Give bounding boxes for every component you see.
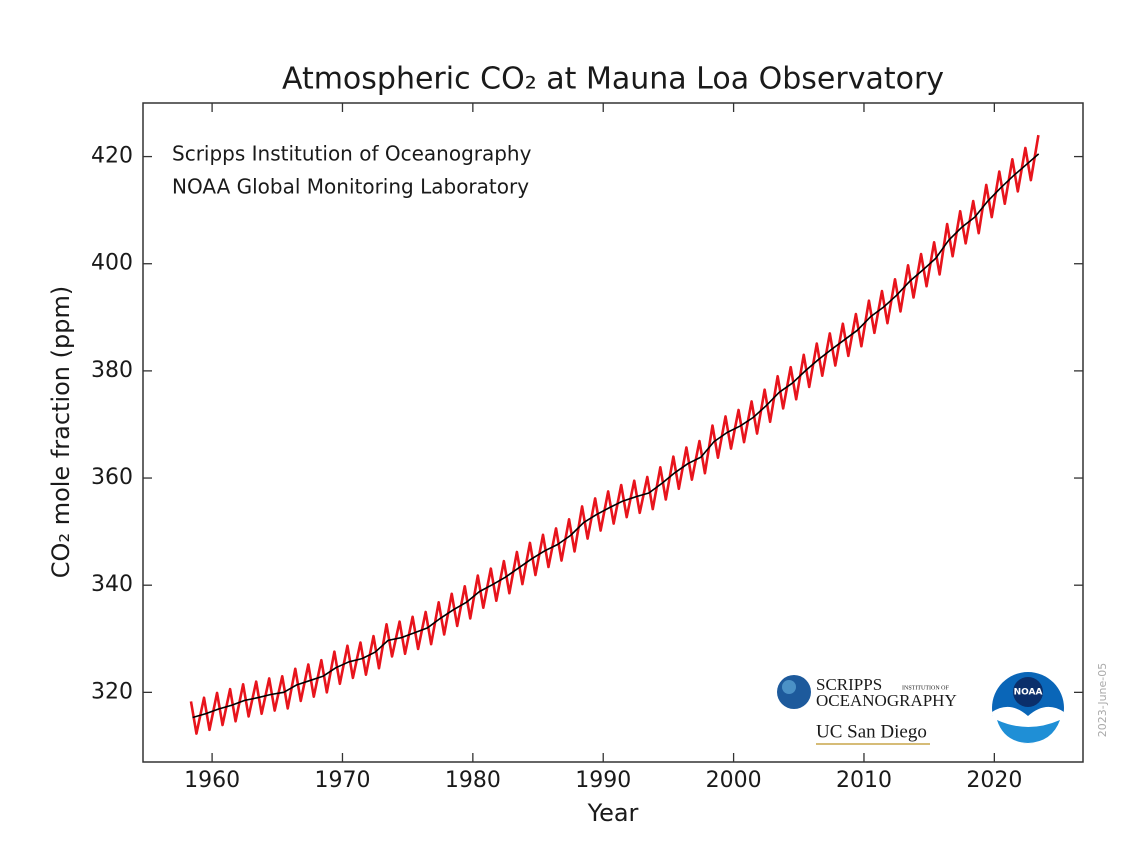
y-tick-label: 320 — [91, 679, 133, 704]
plot-frame — [142, 102, 1084, 763]
noaa-top — [1013, 677, 1043, 707]
logo-text: INSTITUTION OF — [902, 685, 949, 691]
annotation: Scripps Institution of Oceanography — [172, 142, 532, 166]
date-stamp: 2023-June-05 — [1096, 663, 1109, 738]
scripps-globe-highlight — [782, 680, 796, 694]
x-tick-label: 2020 — [966, 768, 1022, 793]
logo-text: OCEANOGRAPHY — [816, 691, 957, 710]
x-tick-label: 2000 — [706, 768, 762, 793]
logo-text: SCRIPPS — [816, 675, 882, 694]
x-tick-label: 1960 — [184, 768, 240, 793]
logo-text: UC San Diego — [816, 721, 927, 742]
x-tick-label: 2010 — [836, 768, 892, 793]
y-tick-label: 340 — [91, 572, 133, 597]
y-tick-label: 420 — [91, 144, 133, 169]
noaa-logo: NOAA — [992, 672, 1064, 744]
y-tick-label: 380 — [91, 358, 133, 383]
scripps-logo: SCRIPPS INSTITUTION OF OCEANOGRAPHY UC S… — [777, 675, 957, 745]
chart-title: Atmospheric CO₂ at Mauna Loa Observatory — [282, 62, 944, 97]
x-tick-label: 1980 — [445, 768, 501, 793]
x-tick-label: 1990 — [575, 768, 631, 793]
x-axis-label: Year — [587, 799, 639, 827]
noaa-wave — [997, 720, 1060, 743]
annotation: NOAA Global Monitoring Laboratory — [172, 175, 529, 199]
x-tick-label: 1970 — [314, 768, 370, 793]
y-axis-label: CO₂ mole fraction (ppm) — [47, 286, 75, 578]
seasonal-line — [189, 134, 1040, 735]
trend-line — [192, 153, 1040, 719]
plot-area — [189, 134, 1040, 735]
scripps-globe — [777, 675, 811, 709]
logo-text: NOAA — [1014, 688, 1043, 698]
y-tick-label: 360 — [91, 465, 133, 490]
y-tick-label: 400 — [91, 251, 133, 276]
